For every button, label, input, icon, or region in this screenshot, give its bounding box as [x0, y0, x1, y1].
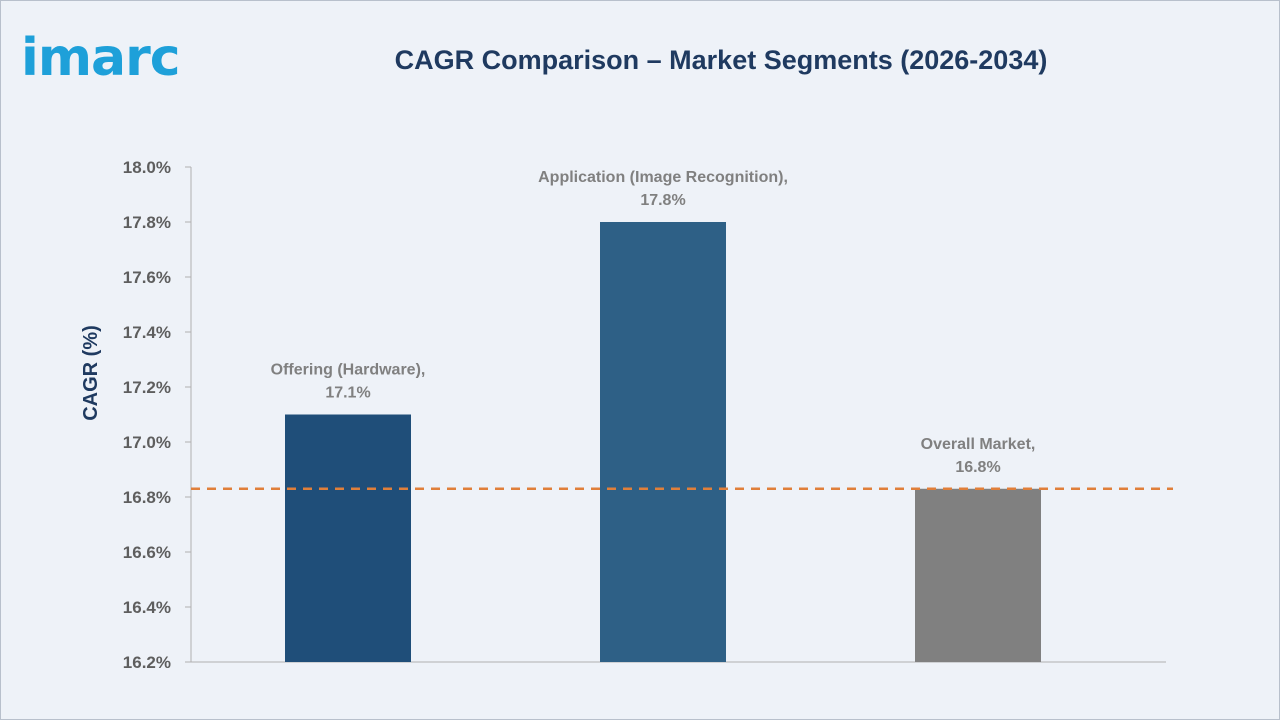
y-axis: 18.0% 17.8% 17.6% 17.4% 17.2% 17.0% 16.8% 16.6%… — [123, 158, 1166, 672]
imarc-logo-text: imarc — [21, 28, 180, 85]
bar-2 — [600, 222, 726, 662]
y-tick-label: 17.2% — [123, 378, 171, 397]
data-label-2-line-1: Application (Image Recognition), — [538, 169, 788, 186]
data-label-1-line-2: 17.1% — [325, 385, 370, 402]
y-tick-label: 17.6% — [123, 268, 171, 287]
data-label-2-line-2: 17.8% — [640, 192, 685, 209]
bars — [285, 222, 1041, 662]
y-tick-label: 17.0% — [123, 433, 171, 452]
data-label-3-line-1: Overall Market, — [921, 436, 1036, 453]
data-label-3-line-2: 16.8% — [955, 459, 1000, 476]
y-tick-label: 16.4% — [123, 598, 171, 617]
data-label-1-line-1: Offering (Hardware), — [271, 362, 426, 379]
y-tick-label: 16.2% — [123, 653, 171, 672]
bar-1 — [285, 414, 411, 662]
y-tick-label: 17.4% — [123, 323, 171, 342]
bar-3 — [915, 488, 1041, 662]
imarc-logo: imarc — [21, 28, 181, 85]
y-axis-title: CAGR (%) — [80, 325, 102, 421]
y-tick-label: 17.8% — [123, 213, 171, 232]
data-labels: Offering (Hardware), 17.1% Application (Im… — [271, 169, 1036, 476]
chart-title: CAGR Comparison – Market Segments (2026-… — [394, 45, 1048, 75]
y-tick-label: 16.6% — [123, 543, 171, 562]
y-tick-label: 16.8% — [123, 488, 171, 507]
y-tick-label: 18.0% — [123, 158, 171, 177]
